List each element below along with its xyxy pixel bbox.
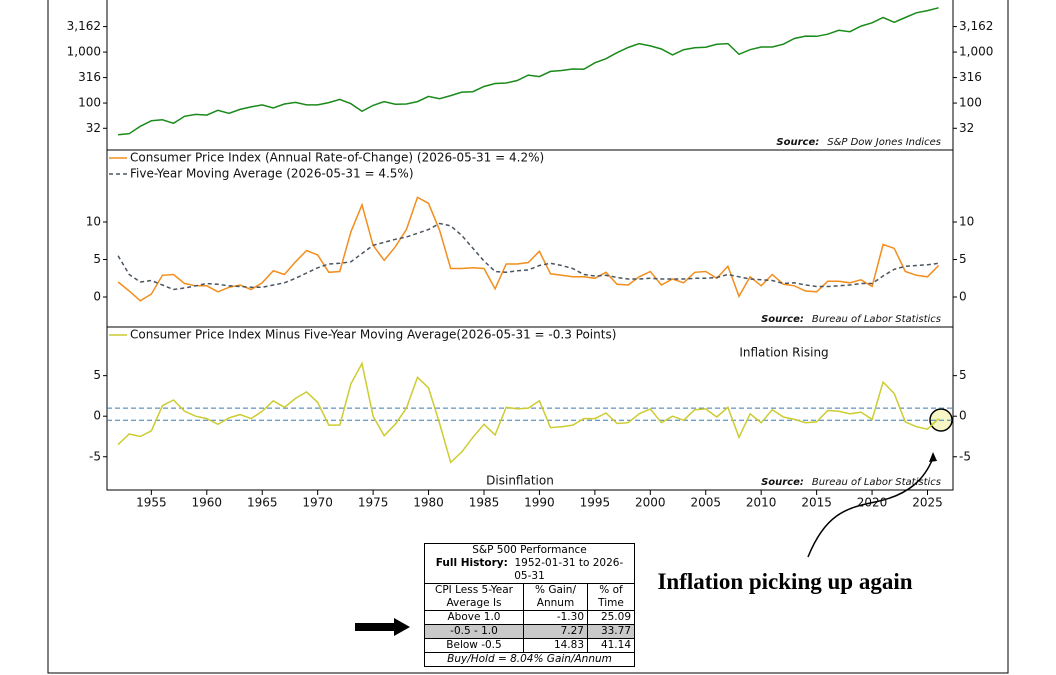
annotation: Disinflation [486,474,554,488]
y-tick-label: 316 [959,70,982,84]
outer-frame [47,0,1009,674]
curved-arrow [807,457,934,558]
legend-label: Consumer Price Index Minus Five-Year Mov… [130,328,616,342]
x-tick-label: 1960 [192,496,223,510]
x-tick-label: 2025 [912,496,943,510]
y-tick-label: 0 [959,290,967,304]
y-tick-label: 1,000 [959,45,993,59]
cell: 14.83 [523,638,588,653]
source-label: Source: [761,314,804,325]
annotation: Inflation Rising [739,346,828,360]
note: Inflation picking up again [657,569,913,594]
header-cell: % of Time [587,583,635,611]
y-tick-label: -5 [959,449,971,463]
x-tick-label: 1990 [524,496,555,510]
y-tick-label: 32 [959,121,974,135]
x-tick-label: 1955 [136,496,167,510]
cell: 7.27 [523,624,588,639]
source: Source: S&P Dow Jones Indices [776,137,941,148]
x-tick-label: 2020 [857,496,888,510]
table-title: S&P 500 Performance [424,543,635,557]
source-label: Source: [776,137,819,148]
y-tick-label: 32 [86,121,101,135]
history-label: Full History: [435,557,508,569]
cell: 25.09 [587,610,635,625]
series-line [117,196,940,302]
x-tick-label: 1975 [358,496,389,510]
y-tick-label: 5 [959,252,967,266]
source-label: Source: [761,477,804,488]
x-tick-label: 1965 [247,496,278,510]
y-tick-label: 316 [78,70,101,84]
x-tick-label: 1980 [413,496,444,510]
legend-label: Five-Year Moving Average (2026-05-31 = 4… [130,167,414,181]
arrow-head [929,452,937,462]
cell: 41.14 [587,638,635,653]
x-tick-label: 2010 [746,496,777,510]
y-tick-label: 5 [959,368,967,382]
y-tick-label: 100 [959,96,982,110]
source: Source: Bureau of Labor Statistics [761,314,941,325]
table-history: Full History: 1952-01-31 to 2026-05-31 [424,557,635,584]
legend-label: Consumer Price Index (Annual Rate-of-Cha… [130,151,544,165]
series-line [117,222,939,291]
source-name: Bureau of Labor Statistics [812,477,941,488]
header-cell: % Gain/ Annum [523,583,588,611]
block-arrow [355,618,410,636]
y-tick-label: 10 [86,215,101,229]
x-tick-label: 2000 [635,496,666,510]
cell: Below -0.5 [424,638,524,653]
history-range: 1952-01-31 to 2026-05-31 [514,557,624,582]
x-tick-label: 1985 [469,496,500,510]
y-tick-label: 3,162 [67,19,101,33]
x-tick-label: 1970 [302,496,333,510]
y-tick-label: 0 [93,409,101,423]
header-cell: CPI Less 5-Year Average Is [424,583,524,611]
y-tick-label: 100 [78,96,101,110]
source-name: S&P Dow Jones Indices [827,137,941,148]
series-line [118,7,939,136]
y-tick-label: 3,162 [959,19,993,33]
x-tick-label: 2015 [801,496,832,510]
y-tick-label: 5 [93,368,101,382]
y-tick-label: 1,000 [67,45,101,59]
source-name: Bureau of Labor Statistics [812,314,941,325]
y-tick-label: 10 [959,215,974,229]
source: Source: Bureau of Labor Statistics [761,477,941,488]
y-tick-label: -5 [89,449,101,463]
table-footer: Buy/Hold = 8.04% Gain/Annum [424,652,635,667]
x-tick-label: 2005 [690,496,721,510]
performance-table: S&P 500 Performance Full History: 1952-0… [424,543,635,667]
y-tick-label: 0 [93,290,101,304]
cell: 33.77 [587,624,635,639]
x-tick-label: 1995 [580,496,611,510]
cell: -0.5 - 1.0 [424,624,524,639]
y-tick-label: 0 [959,409,967,423]
cell: Above 1.0 [424,610,524,625]
y-tick-label: 5 [93,252,101,266]
cell: -1.30 [523,610,588,625]
series-line [117,361,940,464]
